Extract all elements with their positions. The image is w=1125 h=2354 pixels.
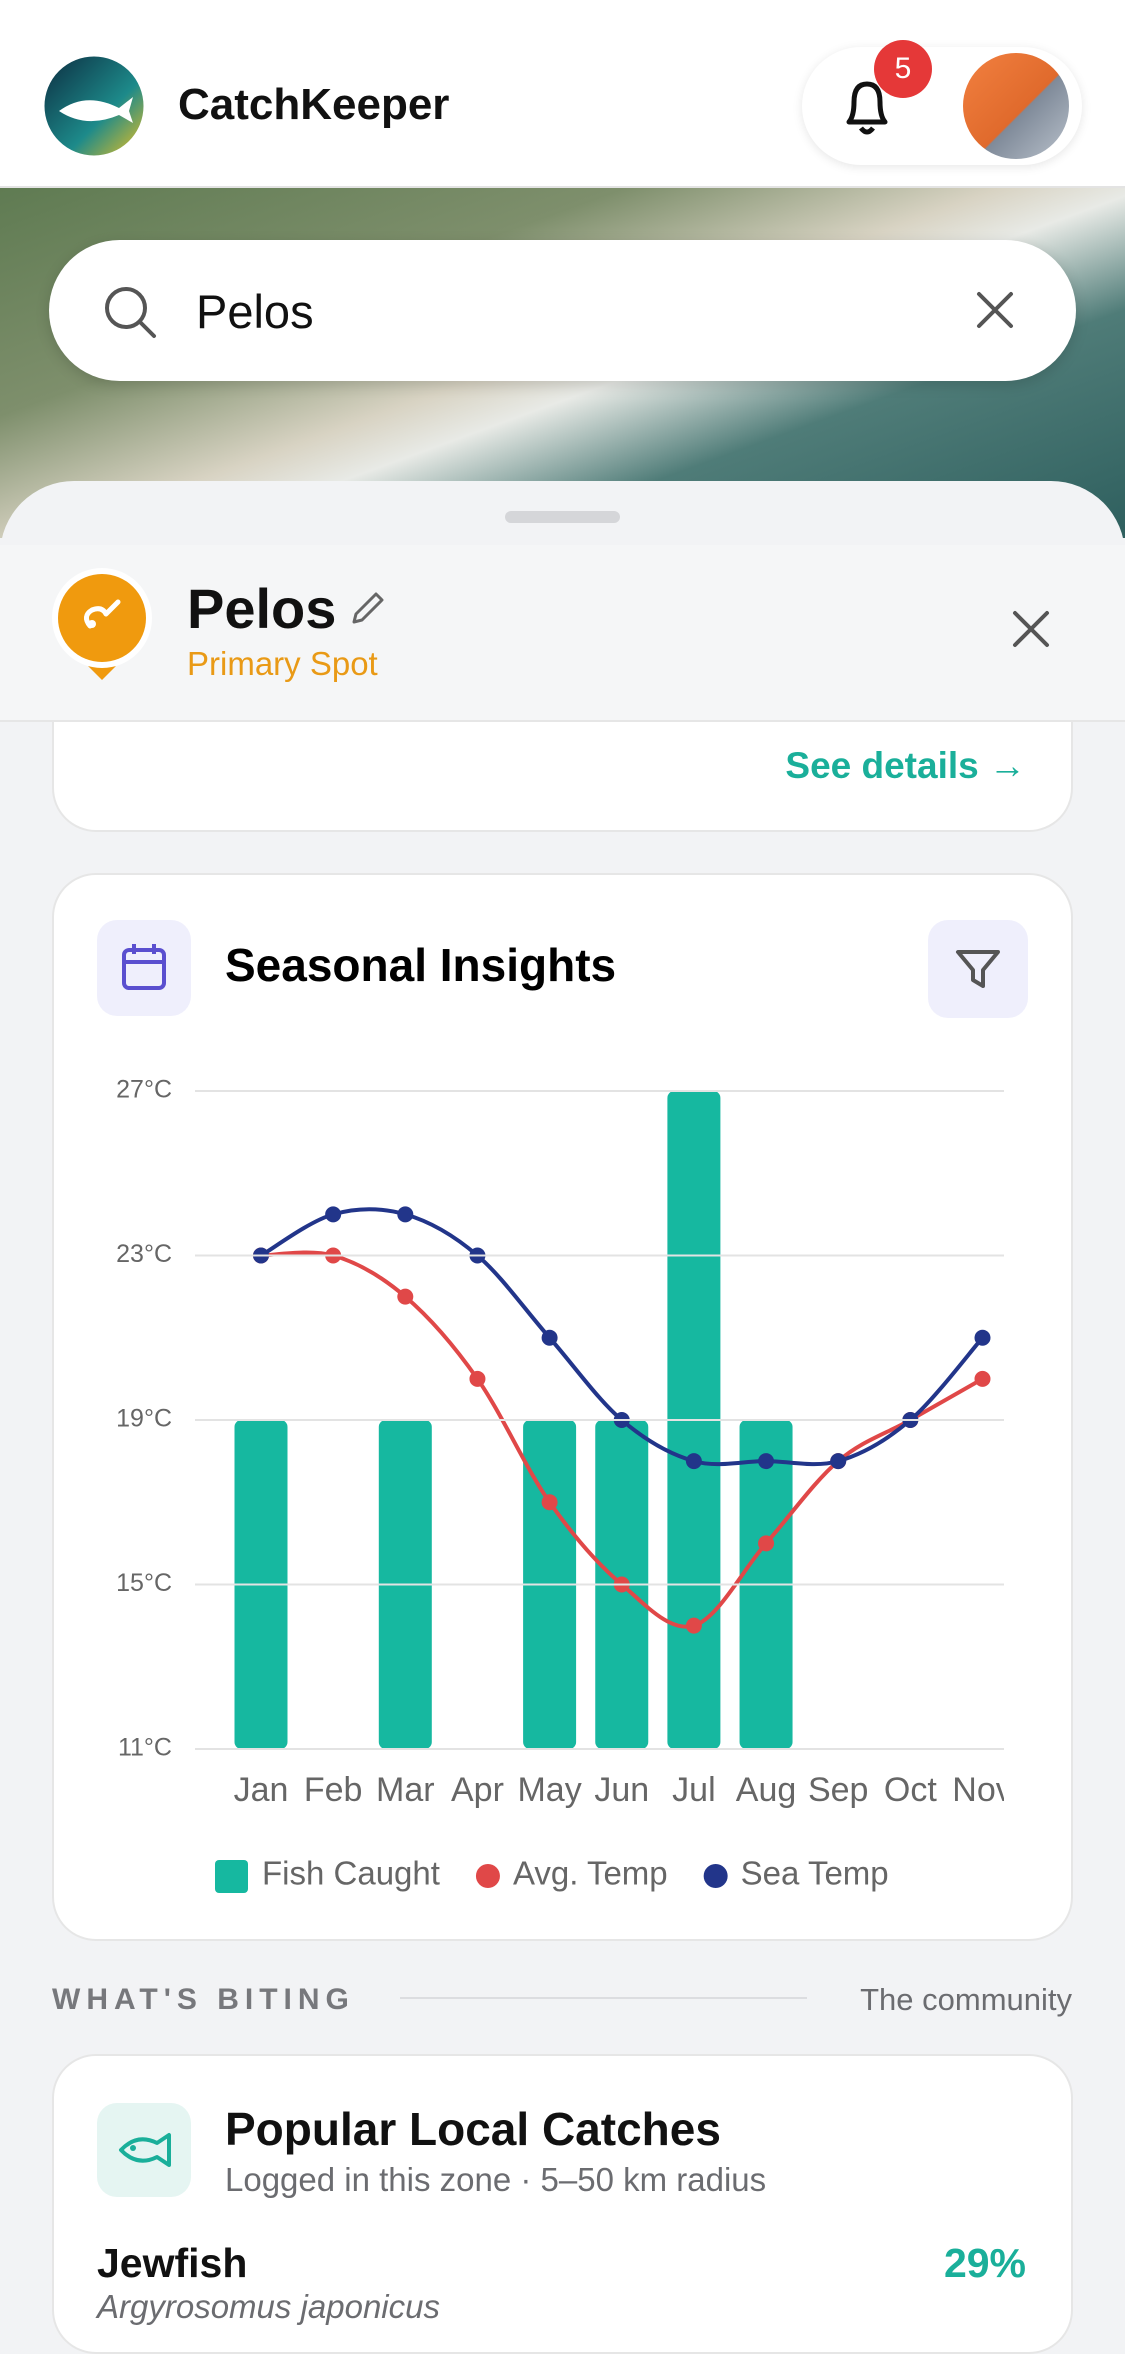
search-bar[interactable]: [49, 240, 1076, 381]
point: [974, 1370, 991, 1387]
details-card: [52, 722, 1073, 832]
legend-swatch: [475, 1864, 500, 1888]
point: [758, 1453, 775, 1470]
point: [685, 1453, 702, 1470]
fish-icon: [97, 2103, 191, 2197]
filter-icon[interactable]: [928, 920, 1028, 1018]
y-tick-label: 19°C: [116, 1405, 172, 1433]
spot-header: [0, 545, 1125, 722]
x-tick-label: Jan: [234, 1771, 289, 1809]
x-tick-label: Feb: [304, 1771, 363, 1809]
x-tick-label: Nov: [952, 1771, 1012, 1809]
point: [325, 1206, 342, 1223]
point: [397, 1288, 414, 1305]
legend-label: Avg. Temp: [513, 1855, 668, 1892]
notification-badge: 5: [874, 40, 932, 98]
point: [830, 1453, 847, 1470]
legend-swatch: [703, 1864, 728, 1888]
clear-icon[interactable]: [975, 290, 1015, 330]
spot-name: Pelos: [187, 577, 337, 640]
x-tick-label: Oct: [884, 1771, 937, 1809]
point: [758, 1535, 775, 1552]
x-tick-label: Aug: [736, 1771, 797, 1809]
catch-scientific: Argyrosomus japonicus: [97, 2288, 440, 2325]
catches-title: Popular Local Catches: [225, 2103, 721, 2155]
point: [974, 1329, 991, 1346]
catch-name: Jewfish: [97, 2240, 248, 2286]
edit-icon[interactable]: [348, 588, 388, 628]
search-icon: [105, 287, 156, 338]
point: [541, 1329, 558, 1346]
catches-subtitle: Logged in this zone · 5–50 km radius: [225, 2161, 767, 2198]
x-tick-label: Jul: [672, 1771, 715, 1809]
catch-share: 29%: [943, 2240, 1026, 2286]
x-tick-label: Sep: [808, 1771, 869, 1809]
section-title: WHAT'S BITING: [52, 1983, 355, 2016]
section-aside: The community: [860, 1982, 1072, 2017]
x-tick-label: Jun: [594, 1771, 649, 1809]
spot-pin: [52, 568, 152, 680]
chart-card: [52, 873, 1073, 1941]
sheet-handle[interactable]: [505, 511, 620, 523]
bell-icon[interactable]: [834, 72, 900, 142]
search-query: Pelos: [196, 285, 314, 338]
close-icon[interactable]: [1012, 610, 1050, 648]
point: [397, 1206, 414, 1223]
point: [541, 1494, 558, 1511]
avatar[interactable]: [963, 53, 1069, 159]
y-tick-label: 15°C: [116, 1569, 172, 1597]
y-tick-label: 23°C: [116, 1240, 172, 1268]
y-tick-label: 11°C: [118, 1734, 172, 1762]
x-tick-label: Mar: [376, 1771, 435, 1809]
point: [685, 1617, 702, 1634]
x-tick-label: May: [517, 1771, 581, 1809]
section-divider: [400, 1997, 807, 1999]
point: [469, 1370, 486, 1387]
legend-label: Fish Caught: [262, 1855, 440, 1892]
legend-swatch: [215, 1860, 248, 1893]
legend-label: Sea Temp: [741, 1855, 889, 1892]
seasonal-chart: Seasonal Insights Jan Feb Mar Apr May Jun Jul A…: [116, 939, 1012, 1893]
chart-title: Seasonal Insights: [225, 939, 616, 991]
catches-card: [52, 2054, 1073, 2354]
y-tick-label: 27°C: [116, 1076, 172, 1104]
see-details-link[interactable]: See details →: [785, 745, 1026, 786]
app-name: CatchKeeper: [178, 80, 450, 129]
calendar-icon: [97, 920, 191, 1016]
spot-subtitle: Primary Spot: [187, 645, 378, 682]
app-logo: [41, 53, 147, 159]
x-tick-label: Apr: [451, 1771, 504, 1809]
